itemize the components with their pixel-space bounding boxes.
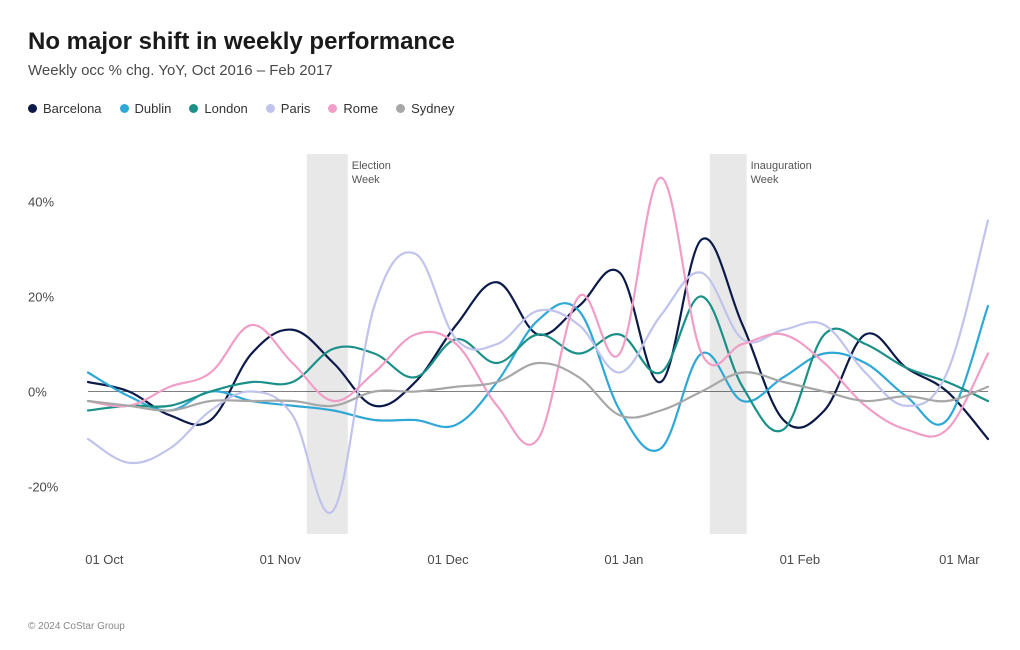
legend-label: Dublin <box>135 101 172 116</box>
legend-dot-icon <box>266 104 275 113</box>
chart-area: -20% 0% 20% 40% 01 Oct 01 Nov 01 Dec 01 Jan 01 … <box>28 134 992 564</box>
footer-copyright: © 2024 CoStar Group <box>28 621 125 632</box>
legend-item: London <box>189 101 247 116</box>
x-tick-label: 01 Oct <box>85 552 123 567</box>
legend-item: Paris <box>266 101 311 116</box>
legend-item: Barcelona <box>28 101 102 116</box>
series-line <box>88 303 988 451</box>
series-line <box>88 363 988 418</box>
legend-dot-icon <box>28 104 37 113</box>
series-line <box>88 238 988 439</box>
legend-label: Rome <box>343 101 378 116</box>
series-line <box>88 221 988 513</box>
y-tick-label: 40% <box>28 194 54 209</box>
legend-label: Barcelona <box>43 101 102 116</box>
legend-label: Sydney <box>411 101 454 116</box>
y-tick-label: 20% <box>28 289 54 304</box>
legend-dot-icon <box>328 104 337 113</box>
legend: Barcelona Dublin London Paris Rome Sydney <box>28 101 992 116</box>
chart-subtitle: Weekly occ % chg. YoY, Oct 2016 – Feb 20… <box>28 62 992 79</box>
region-annotation: ElectionWeek <box>352 160 391 188</box>
chart-svg <box>28 134 992 564</box>
legend-item: Sydney <box>396 101 454 116</box>
legend-dot-icon <box>396 104 405 113</box>
legend-dot-icon <box>120 104 129 113</box>
chart-container: No major shift in weekly performance Wee… <box>0 0 1020 650</box>
legend-label: Paris <box>281 101 311 116</box>
y-tick-label: -20% <box>28 479 58 494</box>
x-tick-label: 01 Mar <box>939 552 979 567</box>
legend-dot-icon <box>189 104 198 113</box>
x-tick-label: 01 Nov <box>260 552 301 567</box>
y-tick-label: 0% <box>28 384 47 399</box>
x-tick-label: 01 Feb <box>780 552 820 567</box>
x-tick-label: 01 Dec <box>427 552 468 567</box>
legend-label: London <box>204 101 247 116</box>
chart-title: No major shift in weekly performance <box>28 28 992 56</box>
legend-item: Dublin <box>120 101 172 116</box>
legend-item: Rome <box>328 101 378 116</box>
x-tick-label: 01 Jan <box>604 552 643 567</box>
region-annotation: InaugurationWeek <box>751 160 812 188</box>
